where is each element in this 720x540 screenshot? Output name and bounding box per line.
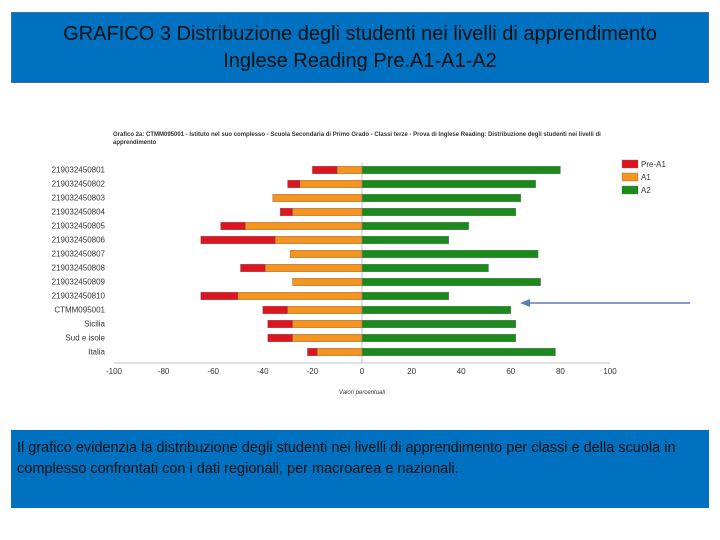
bar-a1 <box>292 334 363 342</box>
category-label: 219032450802 <box>52 180 106 189</box>
category-label: Sicilia <box>84 320 105 329</box>
bar-pre-a1 <box>220 222 246 230</box>
caption-text: Il grafico evidenzia la distribuzione de… <box>17 440 676 477</box>
x-tick-label: 20 <box>407 367 416 376</box>
slide-title-line1: GRAFICO 3 Distribuzione degli studenti n… <box>63 23 657 45</box>
legend-group: Pre-A1 A1 A2 <box>621 159 666 195</box>
category-label: 219032450809 <box>52 278 106 287</box>
bar-a2 <box>361 166 561 174</box>
category-label: 219032450810 <box>52 292 106 301</box>
annotation-arrowhead <box>520 299 530 307</box>
bar-a2 <box>361 236 450 244</box>
bar-a1 <box>292 320 363 328</box>
bar-a1 <box>289 250 363 258</box>
bar-a2 <box>361 320 516 328</box>
bar-a2 <box>361 222 469 230</box>
x-tick-label: -40 <box>257 367 269 376</box>
legend-label: A1 <box>641 173 651 182</box>
bar-a2 <box>361 306 512 314</box>
x-tick-label: -80 <box>158 367 170 376</box>
bar-a1 <box>287 306 363 314</box>
bar-a2 <box>361 334 516 342</box>
legend-swatch <box>621 159 639 169</box>
x-tick-label: 100 <box>603 367 617 376</box>
bar-a2 <box>361 278 541 286</box>
bar-pre-a1 <box>240 264 266 272</box>
bar-a1 <box>292 278 363 286</box>
bar-pre-a1 <box>267 320 293 328</box>
bar-a1 <box>275 236 363 244</box>
bar-a1 <box>272 194 363 202</box>
category-label: 219032450801 <box>52 166 106 175</box>
bar-a1 <box>265 264 363 272</box>
bar-a1 <box>299 180 363 188</box>
category-label: 219032450808 <box>52 264 106 273</box>
bar-a1 <box>292 208 363 216</box>
category-label: 219032450804 <box>52 208 106 217</box>
legend-swatch <box>621 172 639 182</box>
category-label: 219032450805 <box>52 222 106 231</box>
category-label: Sud e isole <box>65 334 105 343</box>
bar-a2 <box>361 292 450 300</box>
bar-pre-a1 <box>279 208 293 216</box>
category-label: CTMM095001 <box>54 306 105 315</box>
bar-pre-a1 <box>312 166 338 174</box>
x-tick-label: -100 <box>106 367 123 376</box>
x-tick-label: 80 <box>556 367 565 376</box>
bar-a2 <box>361 264 489 272</box>
category-label: 219032450807 <box>52 250 106 259</box>
x-axis-label: Valori percentuali <box>339 390 386 396</box>
bar-a2 <box>361 348 556 356</box>
bar-pre-a1 <box>287 180 301 188</box>
slide-title-line2: Inglese Reading Pre.A1-A1-A2 <box>223 50 497 72</box>
bar-pre-a1 <box>307 348 318 356</box>
legend-label: Pre-A1 <box>641 160 666 169</box>
bar-a2 <box>361 208 516 216</box>
x-tick-label: 60 <box>506 367 515 376</box>
bar-pre-a1 <box>267 334 293 342</box>
bar-a2 <box>361 180 536 188</box>
bar-a1 <box>245 222 363 230</box>
bar-a2 <box>361 250 539 258</box>
x-tick-label: -60 <box>207 367 219 376</box>
bar-a1 <box>237 292 363 300</box>
chart-title: Grafico 2a: CTMM095001 - Istituto nel su… <box>113 132 601 146</box>
bar-pre-a1 <box>262 306 288 314</box>
x-tick-label: -20 <box>307 367 319 376</box>
bar-a2 <box>361 194 521 202</box>
category-label: Italia <box>88 348 105 357</box>
x-axis-group: -100 -80 -60 -40 -20 0 20 40 60 80 100 <box>106 163 617 376</box>
caption-box: Il grafico evidenzia la distribuzione de… <box>11 430 709 508</box>
bar-a1 <box>317 348 363 356</box>
bar-pre-a1 <box>200 236 276 244</box>
x-tick-label: 0 <box>360 367 365 376</box>
slide-title-box: GRAFICO 3 Distribuzione degli studenti n… <box>11 12 709 83</box>
category-label: 219032450803 <box>52 194 106 203</box>
x-tick-label: 40 <box>457 367 466 376</box>
legend-label: A2 <box>641 186 651 195</box>
bar-a1 <box>337 166 363 174</box>
bars-group <box>200 166 561 356</box>
bar-pre-a1 <box>200 292 239 300</box>
category-labels-group: 219032450801 219032450802 219032450803 2190… <box>52 166 106 357</box>
category-label: 219032450806 <box>52 236 106 245</box>
legend-swatch <box>621 185 639 195</box>
